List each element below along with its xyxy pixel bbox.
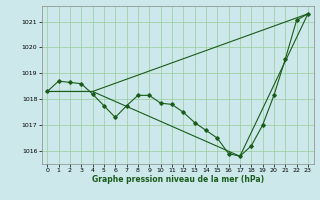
X-axis label: Graphe pression niveau de la mer (hPa): Graphe pression niveau de la mer (hPa) xyxy=(92,175,264,184)
